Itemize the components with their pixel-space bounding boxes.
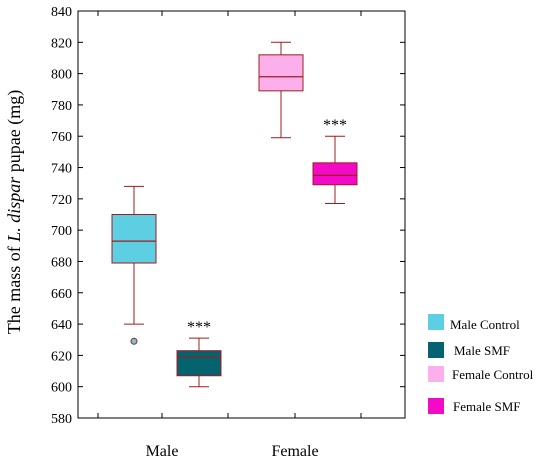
box-male-control [111, 185, 157, 345]
legend-label: Female Control [452, 367, 534, 382]
legend: Male Control Male SMF Female Control Female… [428, 314, 534, 414]
y-tick-label: 760 [51, 130, 72, 145]
legend-swatch [428, 314, 444, 330]
y-axis-title-part-1: The mass of [4, 242, 24, 334]
legend-swatch [428, 366, 444, 382]
y-tick-label: 780 [51, 99, 72, 114]
y-tick-label: 640 [51, 318, 72, 333]
y-tick-label: 580 [51, 412, 72, 427]
y-tick-label: 840 [51, 5, 72, 20]
y-tick-label: 660 [51, 287, 72, 302]
y-tick-label: 820 [51, 36, 72, 51]
box-iqr [312, 162, 358, 186]
y-axis-title-part-3: pupae (mg) [4, 90, 25, 177]
legend-swatch [428, 342, 444, 358]
plot-area: 580 600 620 640 660 680 700 720 740 760 780 800 820 8… [51, 5, 406, 460]
y-tick-label: 620 [51, 349, 72, 364]
y-tick-label: 600 [51, 381, 72, 396]
x-category-label: Male [146, 443, 179, 460]
y-tick-label: 680 [51, 255, 72, 270]
legend-label: Male SMF [454, 343, 510, 358]
outlier-point [130, 337, 138, 345]
legend-item: Female Control [428, 366, 534, 382]
box-male-smf: *** [176, 319, 222, 388]
box-iqr [176, 350, 222, 377]
legend-item: Female SMF [428, 398, 521, 414]
legend-label: Male Control [450, 317, 520, 332]
box-female-control [258, 41, 304, 139]
x-category-label: Female [271, 443, 318, 460]
plot-frame [77, 10, 406, 419]
box-female-smf: *** [312, 117, 358, 205]
legend-label: Female SMF [453, 399, 521, 414]
y-tick-label: 700 [51, 224, 72, 239]
y-tick-label: 800 [51, 68, 72, 83]
legend-item: Male SMF [428, 342, 510, 358]
legend-item: Male Control [428, 314, 520, 332]
significance-label: *** [323, 117, 347, 134]
y-axis-title-species: L. dispar [4, 176, 24, 243]
box-iqr [258, 54, 304, 92]
box-iqr [111, 214, 157, 264]
y-tick-label: 720 [51, 193, 72, 208]
y-axis-title: The mass of L. dispar pupae (mg) [4, 90, 25, 334]
legend-swatch [428, 398, 444, 414]
y-tick-label: 740 [51, 162, 72, 177]
significance-label: *** [187, 319, 211, 336]
